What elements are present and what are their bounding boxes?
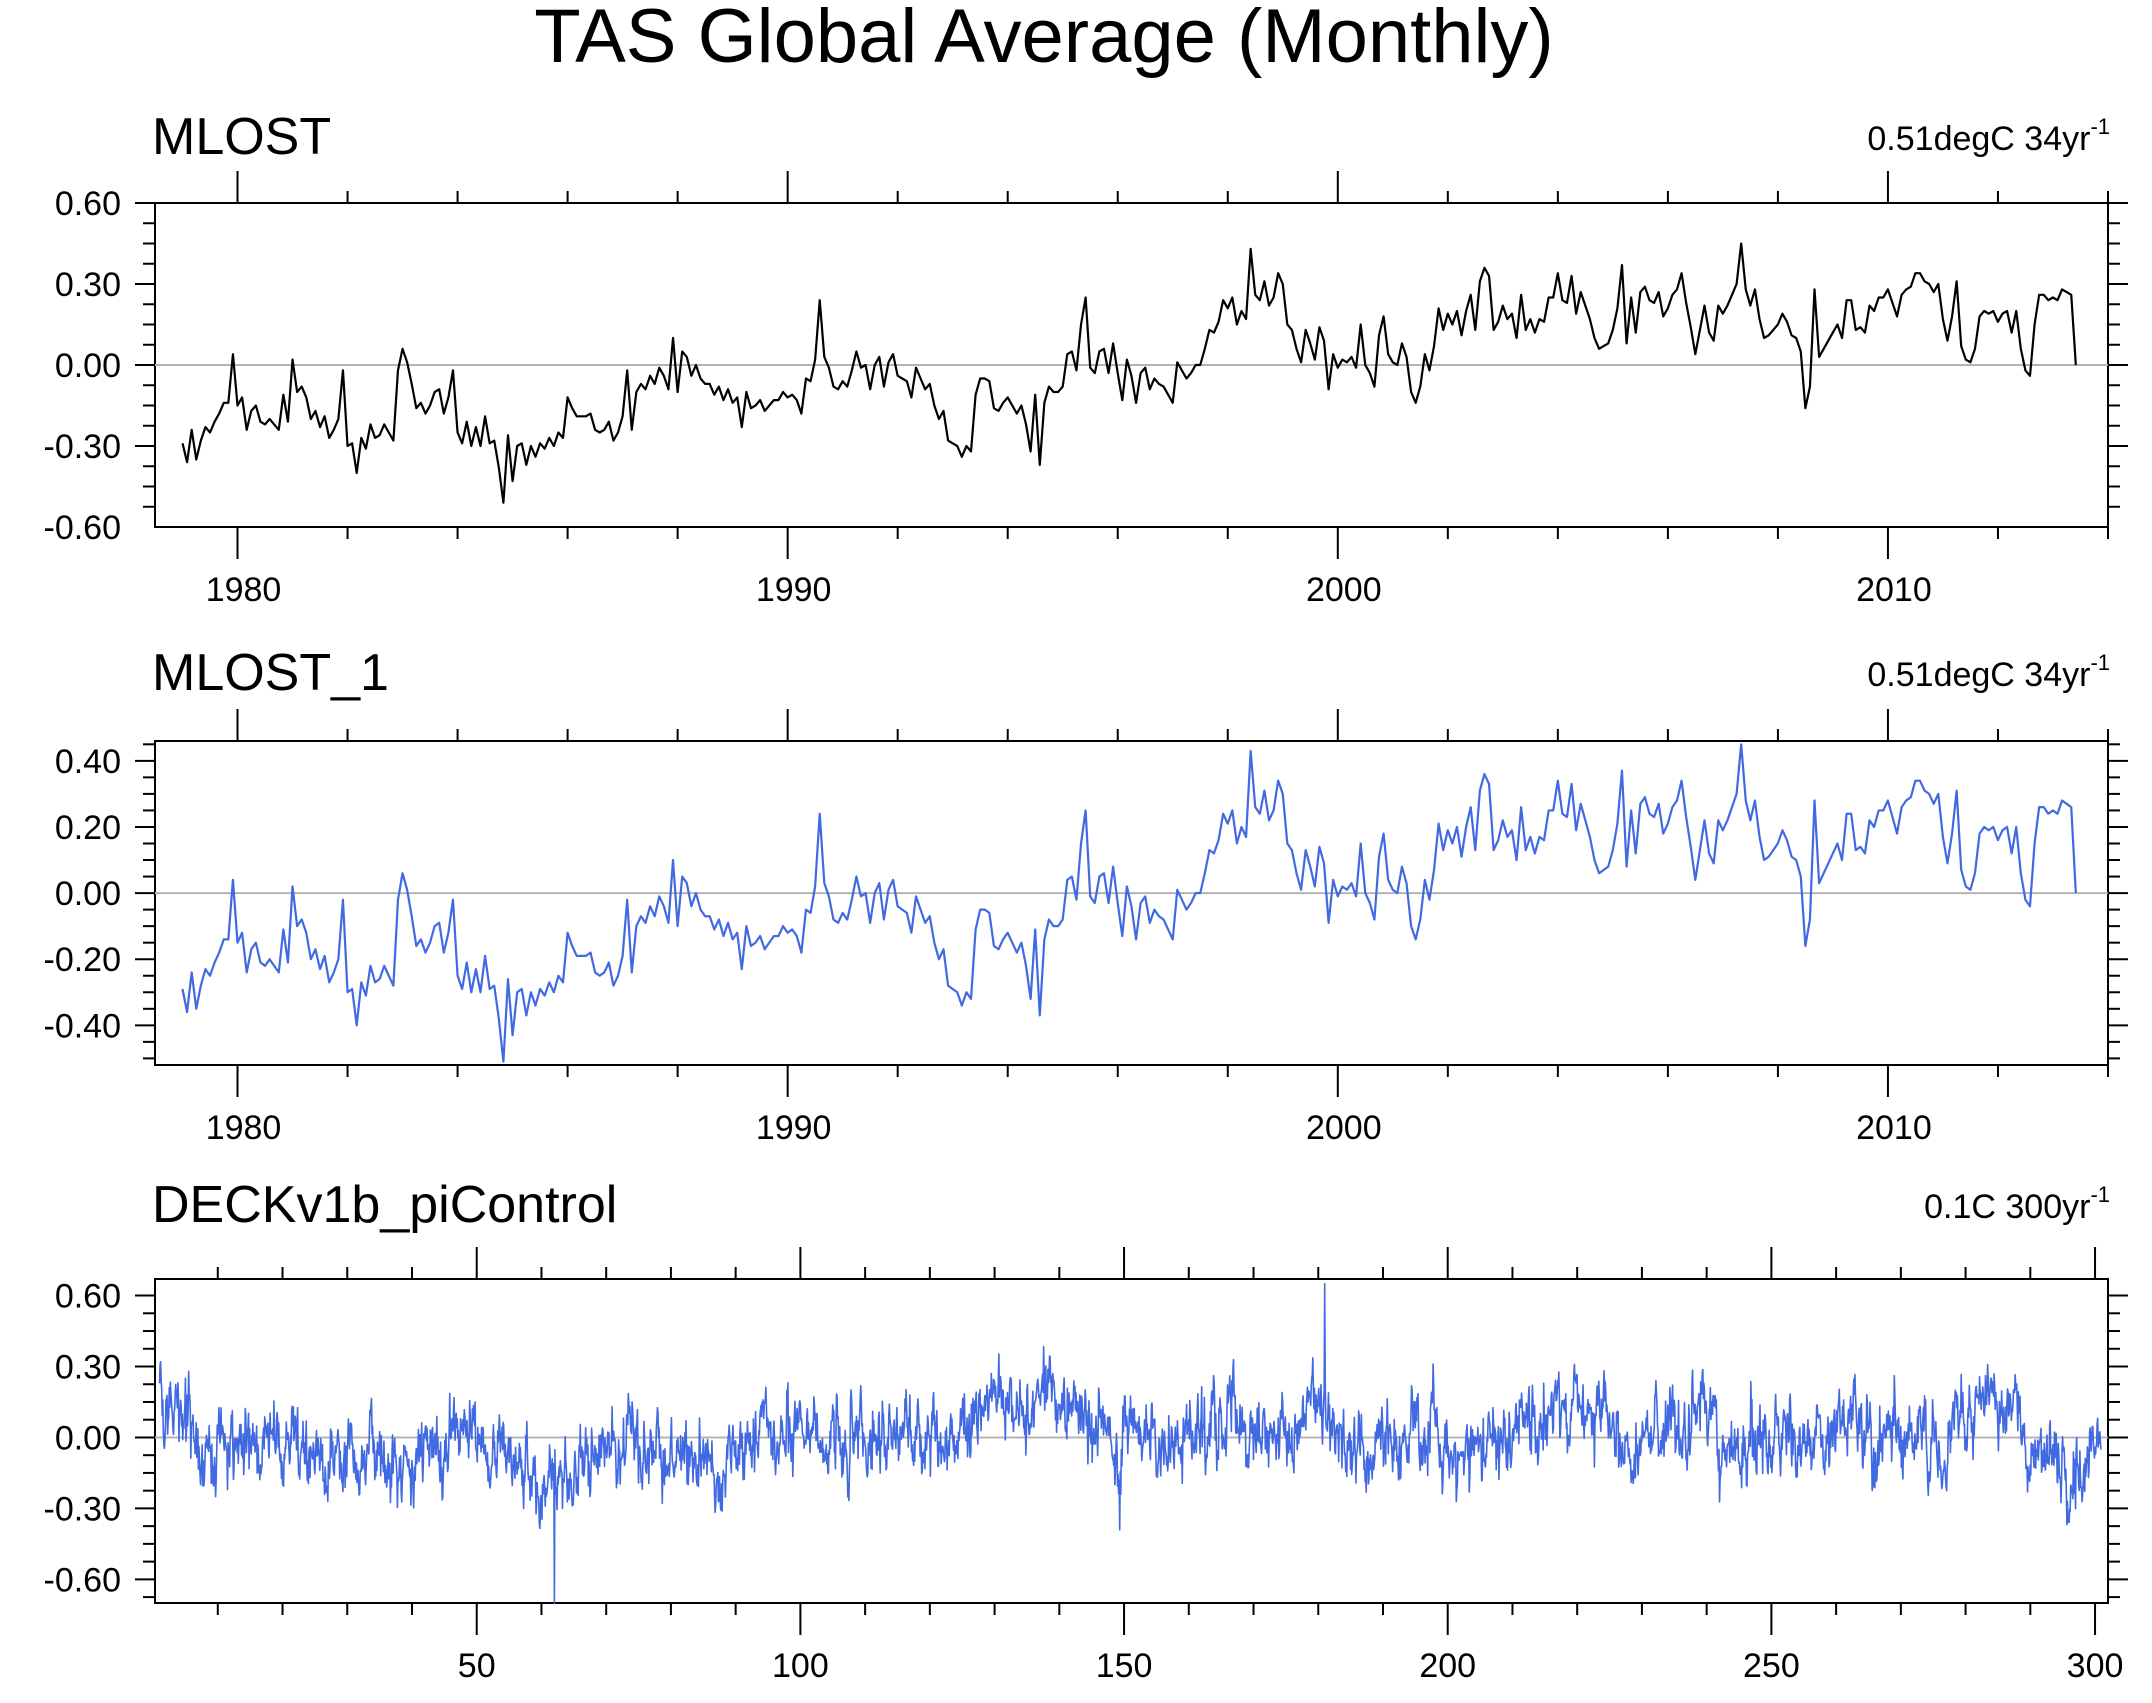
- y-tick-label: 0.40: [55, 743, 121, 781]
- x-tick-label: 1990: [756, 1109, 832, 1147]
- trend-text: 0.1C 300yr: [1924, 1188, 2090, 1226]
- x-tick-label: 100: [772, 1647, 829, 1685]
- y-tick-label: 0.00: [55, 875, 121, 913]
- y-tick-label: 0.00: [55, 347, 121, 385]
- x-tick-label: 1990: [756, 571, 832, 609]
- series-line: [181, 242, 2077, 504]
- y-tick-label: 0.30: [55, 1349, 121, 1387]
- x-tick-label: 2000: [1306, 571, 1382, 609]
- plot-frame: [154, 1278, 2109, 1604]
- x-tick-label: 150: [1096, 1647, 1153, 1685]
- main-title: TAS Global Average (Monthly): [534, 0, 1553, 79]
- trend-sup: -1: [2090, 650, 2110, 675]
- trend-sup: -1: [2090, 114, 2110, 139]
- y-tick-label: 0.60: [55, 1278, 121, 1316]
- y-tick-label: 0.60: [55, 185, 121, 223]
- panel-title-deckv1b-picontrol: DECKv1b_piControl: [152, 1176, 617, 1234]
- series-line: [181, 743, 2077, 1063]
- x-tick-label: 2000: [1306, 1109, 1382, 1147]
- y-tick-label: 0.30: [55, 266, 121, 304]
- x-tick-label: 200: [1419, 1647, 1476, 1685]
- x-tick-label: 300: [2067, 1647, 2124, 1685]
- plot-frame: [154, 740, 2109, 1066]
- series-line: [158, 1282, 2102, 1604]
- panel-title-mlost: MLOST: [152, 108, 331, 166]
- trend-text: 0.51degC 34yr: [1867, 656, 2090, 694]
- trend-label-mlost-1: 0.51degC 34yr-1: [1867, 650, 2110, 694]
- x-tick-label: 250: [1743, 1647, 1800, 1685]
- trend-sup: -1: [2090, 1182, 2110, 1207]
- y-tick-label: -0.30: [44, 428, 122, 466]
- x-tick-label: 2010: [1856, 571, 1932, 609]
- mlost-panel: MLOST 0.51degC 34yr-1 0.60 0.30 0.00 -0.30 -…: [44, 108, 2128, 609]
- y-tick-label: 0.00: [55, 1419, 121, 1457]
- y-tick-label: -0.40: [44, 1007, 122, 1045]
- y-tick-label: -0.60: [44, 1561, 122, 1599]
- x-tick-label: 1980: [206, 1109, 282, 1147]
- deckv1b-picontrol-panel: DECKv1b_piControl 0.1C 300yr-1 0.60 0.30 0…: [44, 1176, 2128, 1685]
- y-tick-label: 0.20: [55, 809, 121, 847]
- y-tick-label: -0.60: [44, 509, 122, 547]
- trend-label-deckv1b-picontrol: 0.1C 300yr-1: [1924, 1182, 2110, 1226]
- trend-label-mlost: 0.51degC 34yr-1: [1867, 114, 2110, 158]
- y-tick-label: -0.20: [44, 941, 122, 979]
- x-tick-label: 50: [458, 1647, 496, 1685]
- x-tick-label: 1980: [206, 571, 282, 609]
- trend-text: 0.51degC 34yr: [1867, 120, 2090, 158]
- x-tick-label: 2010: [1856, 1109, 1932, 1147]
- panel-title-mlost-1: MLOST_1: [152, 644, 389, 702]
- y-tick-label: -0.30: [44, 1490, 122, 1528]
- mlost-1-panel: MLOST_1 0.51degC 34yr-1 0.40 0.20 0.00 -0.2…: [44, 644, 2128, 1147]
